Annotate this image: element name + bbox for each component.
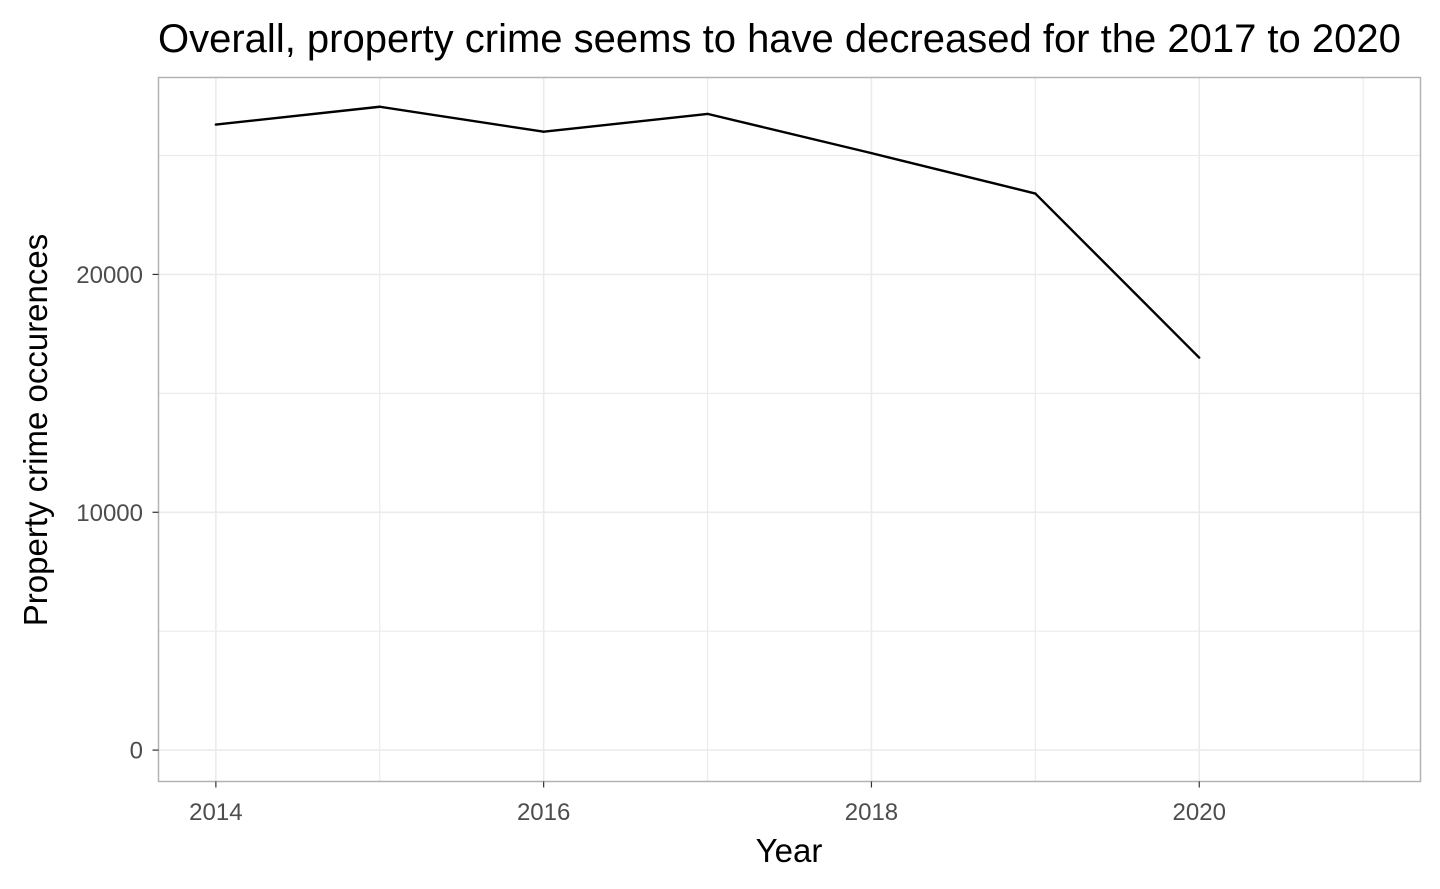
data-point [214,123,218,126]
y-axis-title: Property crime occurences [17,234,54,626]
grid [158,77,1421,782]
x-tick-label: 2020 [1173,799,1226,826]
y-tick-label: 10000 [76,500,143,527]
panel-border [157,76,1422,783]
x-tick-label: 2016 [517,799,570,826]
y-axis: 0 10000 20000 [76,262,159,765]
y-tick-label: 0 [130,738,143,765]
data-point [706,112,709,116]
data-point [870,151,873,155]
x-tick-label: 2018 [845,799,898,826]
data-point [542,130,545,133]
series-layer [214,105,1201,359]
x-axis: 2014 2016 2018 2020 [189,781,1226,826]
chart-title: Overall, property crime seems to have de… [158,17,1401,61]
x-axis-title: Year [756,832,823,869]
data-point [1198,356,1201,359]
data-point [1034,192,1037,195]
data-point [378,105,381,108]
y-tick-label: 20000 [76,262,143,289]
x-tick-label: 2014 [189,799,242,826]
